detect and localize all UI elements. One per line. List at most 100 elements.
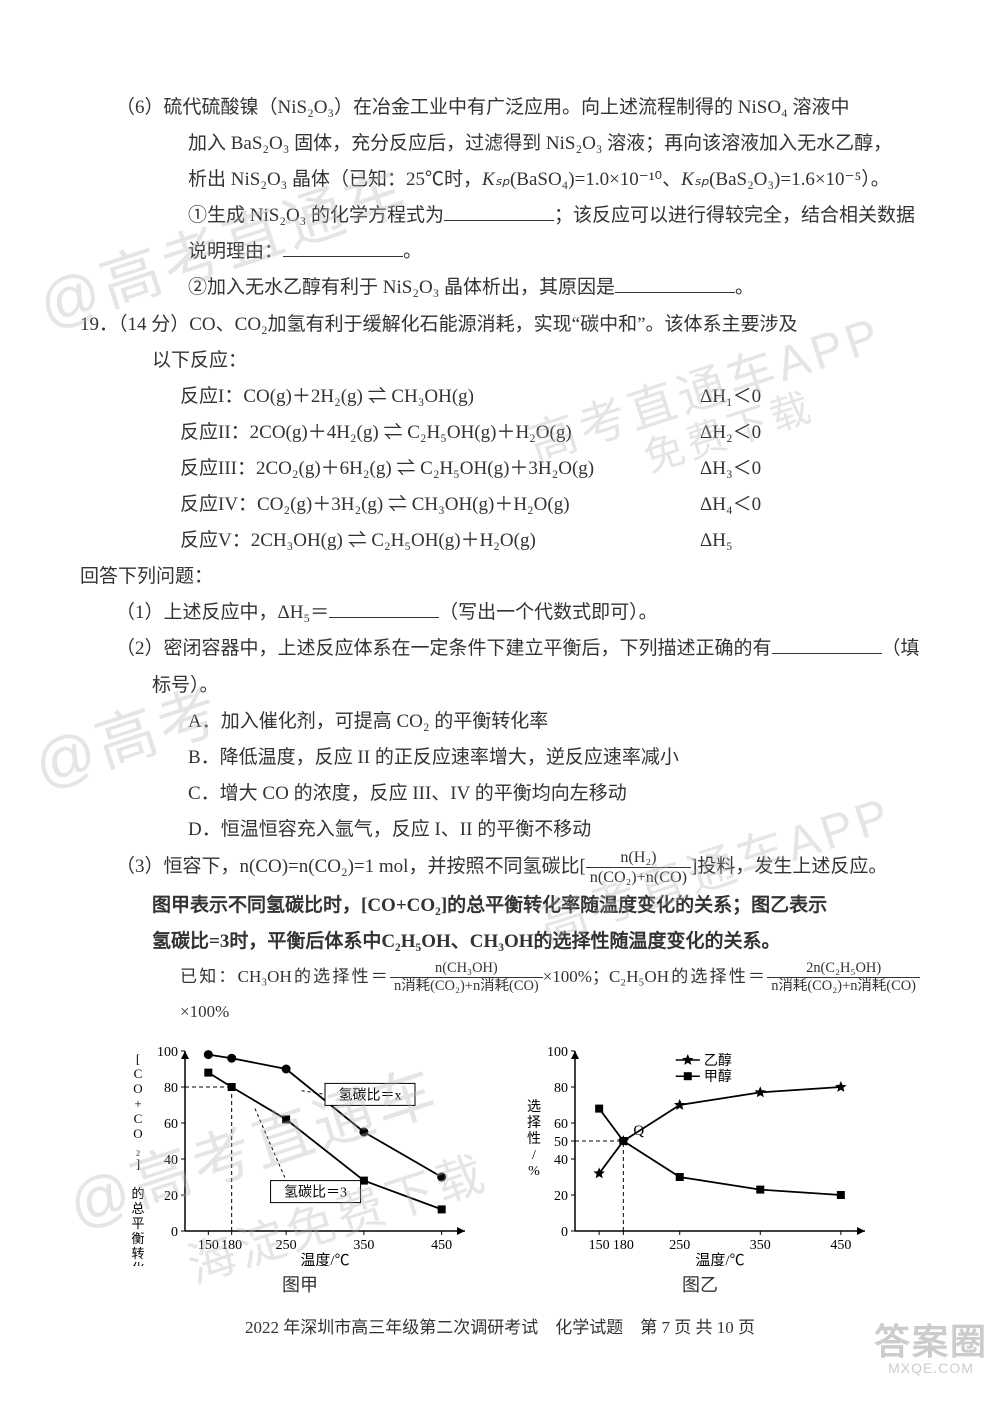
reaction-eq: 反应V：2CH₃OH(g) ⇌ C₂H₅OH(g)＋H₂O(g) (180, 523, 700, 559)
text-fragment: （填 (882, 638, 920, 659)
reaction-dh: ΔH₅ (700, 523, 800, 559)
q19-head: 19．（14 分）CO、CO₂加氢有利于缓解化石能源消耗，实现“碳中和”。该体系… (80, 307, 920, 343)
svg-text:40: 40 (164, 1153, 178, 1168)
text-fragment: （写出一个代数式即可）。 (439, 602, 658, 623)
svg-text:]: ] (136, 1156, 140, 1171)
q19-3-bold2: 氢碳比=3时，平衡后体系中C₂H₅OH、CH₃OH的选择性随温度变化的关系。 (80, 924, 920, 960)
fraction: 2n(C₂H₅OH)n消耗(CO₂)+n消耗(CO) (767, 960, 920, 996)
q18-6-line5: 说明理由： 。 (80, 234, 920, 270)
q19-3: （3）恒容下，n(CO)=n(CO₂)=1 mol，并按照不同氢碳比[n(H₂)… (80, 848, 920, 888)
svg-text:化: 化 (131, 1261, 144, 1266)
reaction-eq: 反应I：CO(g)＋2H₂(g) ⇌ CH₃OH(g) (180, 379, 700, 415)
text-fragment: ×100%；C₂H₅OH的选择性＝ (543, 967, 768, 986)
svg-text:250: 250 (669, 1238, 690, 1253)
text-fragment: 已知：CH₃OH的选择性＝ (180, 967, 390, 986)
text-fragment: (BaS₂O₃)=1.6×10⁻⁵）。 (709, 169, 890, 190)
exam-page: （6）硫代硫酸镍（NiS₂O₃）在冶金工业中有广泛应用。向上述流程制得的 NiS… (0, 0, 1000, 1384)
reaction-4: 反应IV：CO₂(g)＋3H₂(g) ⇌ CH₃OH(g)＋H₂O(g) ΔH₄… (80, 487, 920, 523)
svg-text:80: 80 (554, 1081, 568, 1096)
option-c: C．增大 CO 的浓度，反应 III、IV 的平衡均向左移动 (80, 776, 920, 812)
reaction-dh: ΔH₂＜0 (700, 415, 800, 451)
reaction-dh: ΔH₃＜0 (700, 451, 800, 487)
svg-text:₂: ₂ (136, 1141, 141, 1156)
option-d: D．恒温恒容充入氩气，反应 I、II 的平衡不移动 (80, 812, 920, 848)
svg-text:Q: Q (633, 1123, 644, 1139)
fraction-numerator: 2n(C₂H₅OH) (767, 960, 920, 978)
svg-text:60: 60 (554, 1117, 568, 1132)
svg-text:氢碳比＝3: 氢碳比＝3 (284, 1184, 347, 1200)
reaction-3: 反应III：2CO₂(g)＋6H₂(g) ⇌ C₂H₅OH(g)＋3H₂O(g)… (80, 451, 920, 487)
q19-head2: 以下反应： (80, 343, 920, 379)
reaction-dh: ΔH₁＜0 (700, 379, 800, 415)
svg-text:150: 150 (589, 1238, 610, 1253)
fraction-denominator: n(CO₂)+n(CO) (586, 868, 691, 887)
q18-6-line2: 加入 BaS₂O₃ 固体，充分反应后，过滤得到 NiS₂O₃ 溶液；再向该溶液加… (80, 126, 920, 162)
text-fragment: 说明理由： (188, 241, 283, 262)
answer-blank[interactable] (444, 201, 554, 221)
answer-heading: 回答下列问题： (80, 559, 920, 595)
svg-text:选: 选 (527, 1099, 541, 1115)
svg-text:转: 转 (131, 1246, 144, 1261)
chart-1: 020406080100150180250350450氢碳比＝x氢碳比＝3温度/… (120, 1036, 480, 1266)
chart-2-container: 02040506080100150180250350450Q乙醇甲醇温度/℃选择… (520, 1036, 880, 1302)
svg-text:450: 450 (431, 1238, 452, 1253)
q18-6-line1: （6）硫代硫酸镍（NiS₂O₃）在冶金工业中有广泛应用。向上述流程制得的 NiS… (80, 90, 920, 126)
svg-text:250: 250 (276, 1238, 297, 1253)
q18-6-line6: ②加入无水乙醇有利于 NiS₂O₃ 晶体析出，其原因是。 (80, 270, 920, 306)
reaction-eq: 反应II：2CO(g)＋4H₂(g) ⇌ C₂H₅OH(g)＋H₂O(g) (180, 415, 700, 451)
svg-text:0: 0 (171, 1225, 178, 1240)
svg-text:温度/℃: 温度/℃ (300, 1252, 349, 1266)
answer-blank[interactable] (283, 237, 403, 257)
svg-text:择: 择 (527, 1115, 541, 1131)
svg-text:衡: 衡 (131, 1231, 144, 1246)
svg-text:C: C (134, 1111, 143, 1126)
reaction-5: 反应V：2CH₃OH(g) ⇌ C₂H₅OH(g)＋H₂O(g) ΔH₅ (80, 523, 920, 559)
fraction-denominator: n消耗(CO₂)+n消耗(CO) (767, 978, 920, 995)
svg-text:的: 的 (131, 1186, 144, 1201)
svg-text:100: 100 (157, 1045, 178, 1060)
page-footer: 2022 年深圳市高三年级第二次调研考试 化学试题 第 7 页 共 10 页 (80, 1312, 920, 1344)
answer-blank[interactable] (772, 634, 882, 654)
text-fragment: （2）密闭容器中，上述反应体系在一定条件下建立平衡后，下列描述正确的有 (116, 638, 772, 659)
chart-1-caption: 图甲 (282, 1268, 318, 1302)
chart-2-caption: 图乙 (682, 1268, 718, 1302)
text-fragment: （1）上述反应中，ΔH₅＝ (116, 602, 329, 623)
text-fragment: ②加入无水乙醇有利于 NiS₂O₃ 晶体析出，其原因是 (188, 277, 615, 298)
text-fragment: ①生成 NiS₂O₃ 的化学方程式为 (188, 205, 444, 226)
q19-1: （1）上述反应中，ΔH₅＝ （写出一个代数式即可）。 (80, 595, 920, 631)
reaction-2: 反应II：2CO(g)＋4H₂(g) ⇌ C₂H₅OH(g)＋H₂O(g) ΔH… (80, 415, 920, 451)
reaction-eq: 反应IV：CO₂(g)＋3H₂(g) ⇌ CH₃OH(g)＋H₂O(g) (180, 487, 700, 523)
answer-blank[interactable] (329, 598, 439, 618)
svg-text:氢碳比＝x: 氢碳比＝x (339, 1087, 402, 1103)
fraction-denominator: n消耗(CO₂)+n消耗(CO) (390, 978, 543, 995)
svg-text:温度/℃: 温度/℃ (695, 1252, 744, 1266)
text-fragment: （3）恒容下，n(CO)=n(CO₂)=1 mol，并按照不同氢碳比[ (116, 856, 586, 877)
svg-text:350: 350 (353, 1238, 374, 1253)
fraction-numerator: n(CH₃OH) (390, 960, 543, 978)
svg-text:[: [ (136, 1051, 140, 1066)
text-fragment: ；该反应可以进行得较完全，结合相关数据 (554, 205, 915, 226)
answer-blank[interactable] (615, 273, 735, 293)
q19-2-tail: 标号）。 (80, 668, 920, 704)
svg-text:60: 60 (164, 1117, 178, 1132)
svg-text:平: 平 (131, 1216, 144, 1231)
chart-1-container: 020406080100150180250350450氢碳比＝x氢碳比＝3温度/… (120, 1036, 480, 1302)
svg-text:+: + (134, 1096, 141, 1111)
q19-3-bold1: 图甲表示不同氢碳比时，[CO+CO₂]的总平衡转化率随温度变化的关系；图乙表示 (80, 888, 920, 924)
svg-text:%: % (528, 1164, 540, 1179)
reaction-dh: ΔH₄＜0 (700, 487, 800, 523)
q19-2: （2）密闭容器中，上述反应体系在一定条件下建立平衡后，下列描述正确的有 （填 (80, 631, 920, 667)
ksp-symbol: Kₛₚ (482, 169, 510, 190)
q18-6-line3: 析出 NiS₂O₃ 晶体（已知：25℃时，Kₛₚ(BaSO₄)=1.0×10⁻¹… (80, 162, 920, 198)
text-fragment: 。 (403, 241, 422, 262)
svg-text:/: / (532, 1148, 536, 1163)
reaction-1: 反应I：CO(g)＋2H₂(g) ⇌ CH₃OH(g) ΔH₁＜0 (80, 379, 920, 415)
svg-text:C: C (134, 1066, 143, 1081)
svg-text:20: 20 (554, 1189, 568, 1204)
svg-text:80: 80 (164, 1081, 178, 1096)
svg-text:O: O (133, 1081, 142, 1096)
svg-text:50: 50 (554, 1135, 568, 1150)
text-fragment: ×100% (180, 1002, 229, 1021)
q18-6-line4: ①生成 NiS₂O₃ 的化学方程式为 ；该反应可以进行得较完全，结合相关数据 (80, 198, 920, 234)
svg-text:100: 100 (547, 1045, 568, 1060)
